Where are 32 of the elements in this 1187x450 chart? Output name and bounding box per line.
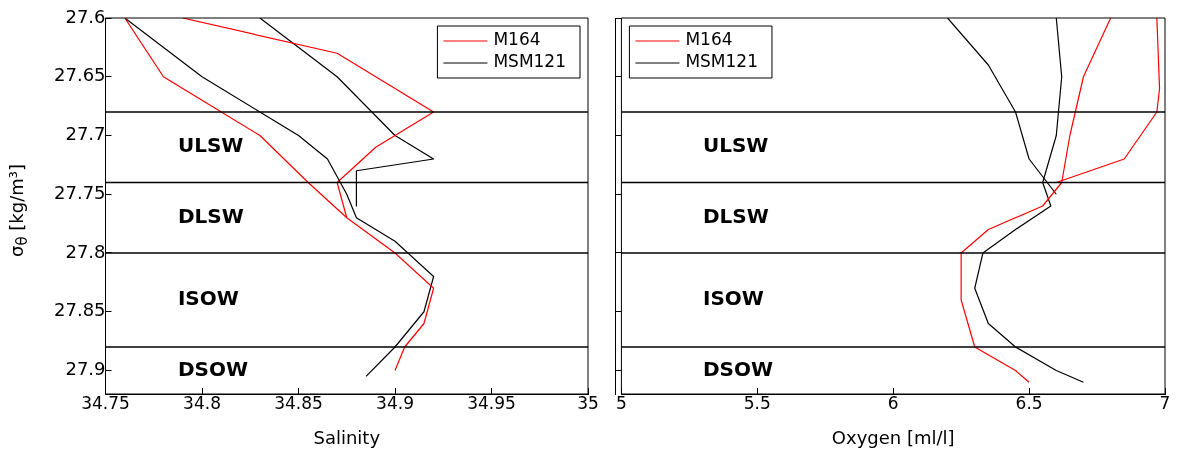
- annotation: DLSW: [702, 203, 769, 228]
- x-axis-title: Salinity: [313, 426, 381, 448]
- x-axis-title: Oxygen [ml/l]: [831, 426, 955, 448]
- annotation: ISOW: [702, 286, 764, 311]
- legend-label: MSM121: [493, 51, 566, 72]
- x-tick-label: 34.8: [183, 392, 221, 413]
- annotation: DSOW: [177, 356, 248, 381]
- x-tick-label: 6: [887, 392, 899, 413]
- x-tick-label: 34.85: [274, 392, 323, 413]
- annotation: DSOW: [702, 356, 774, 381]
- legend-label: M164: [685, 29, 733, 50]
- y-tick-label: 27.85: [54, 299, 106, 321]
- y-tick-label: 27.7: [65, 123, 106, 145]
- y-tick-label: 27.75: [54, 181, 106, 203]
- x-tick-label: 5.5: [743, 392, 771, 413]
- x-tick-label: 34.95: [467, 392, 516, 413]
- annotation: ULSW: [702, 133, 769, 158]
- legend-label: M164: [493, 29, 541, 50]
- x-tick-label: 34.9: [376, 392, 414, 413]
- x-tick-label: 34.75: [81, 392, 130, 413]
- legend-label: MSM121: [685, 51, 758, 72]
- x-tick-label: 35: [577, 392, 599, 413]
- annotation: DLSW: [177, 203, 244, 228]
- annotation: ULSW: [177, 133, 244, 158]
- y-tick-label: 27.6: [65, 5, 106, 27]
- y-tick-label: 27.9: [65, 358, 106, 380]
- x-tick-label: 7: [1159, 392, 1171, 413]
- x-tick-label: 5: [615, 392, 627, 413]
- y-tick-label: 27.8: [65, 240, 106, 262]
- x-tick-label: 6.5: [1015, 392, 1043, 413]
- y-tick-label: 27.65: [54, 64, 106, 86]
- annotation: ISOW: [177, 286, 239, 311]
